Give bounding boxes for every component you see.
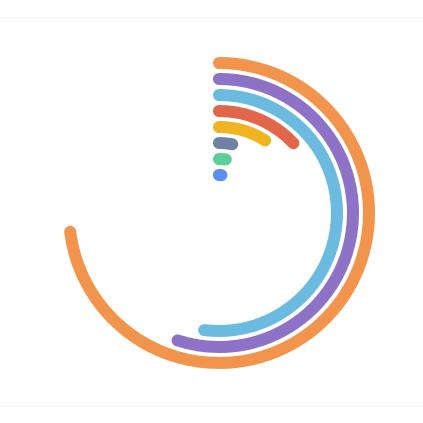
radial-bar-1 <box>64 57 375 369</box>
top-divider <box>0 17 423 18</box>
radial-bar-4 <box>213 105 300 150</box>
radial-bar-2 <box>171 73 359 353</box>
radial-bar-5 <box>213 121 272 147</box>
radial-bar-6 <box>213 137 239 151</box>
radial-bar-3 <box>198 89 343 337</box>
bottom-divider <box>0 406 423 407</box>
